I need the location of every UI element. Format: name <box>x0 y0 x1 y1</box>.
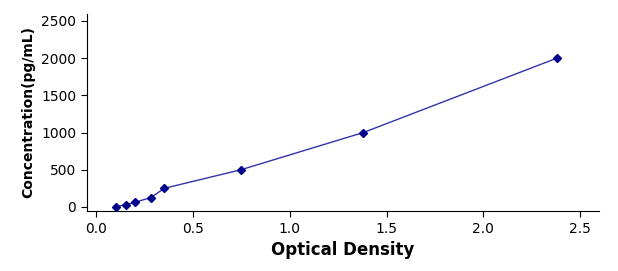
Y-axis label: Concentration(pg/mL): Concentration(pg/mL) <box>22 27 35 198</box>
X-axis label: Optical Density: Optical Density <box>271 241 415 259</box>
